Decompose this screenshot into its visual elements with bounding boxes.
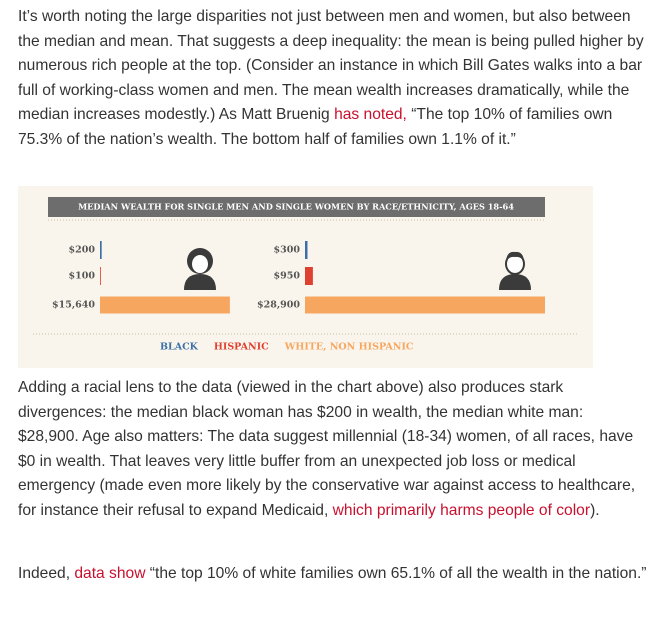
text: Indeed, — [18, 565, 75, 582]
value-label: $100 — [69, 271, 96, 282]
bar — [305, 267, 313, 285]
value-label: $300 — [274, 245, 301, 256]
paragraph: Indeed, data show “the top 10% of white … — [18, 562, 648, 587]
title-bar — [48, 197, 545, 217]
link[interactable]: which primarily harms people of color — [332, 501, 591, 519]
value-label: $28,900 — [257, 300, 300, 311]
bar — [305, 296, 545, 314]
text: ). — [590, 501, 600, 519]
value-label: $200 — [69, 245, 96, 256]
value-label: $950 — [274, 271, 301, 282]
paragraph: Adding a racial lens to the data (viewed… — [18, 376, 648, 523]
bar — [100, 241, 102, 259]
link[interactable]: data show — [74, 565, 146, 582]
legend-label: BLACK — [160, 342, 199, 353]
text: It’s worth noting the large disparities … — [18, 8, 644, 123]
text: “the top 10% of white families own 65.1%… — [145, 565, 647, 582]
man-icon — [499, 251, 531, 290]
bar — [305, 241, 308, 259]
value-label: $15,640 — [52, 300, 95, 311]
legend-label: HISPANIC — [214, 342, 269, 353]
bar — [100, 296, 230, 314]
link[interactable]: has noted, — [334, 106, 407, 123]
text: “The top 10% of families own 75.3% of th… — [18, 106, 613, 148]
bar — [100, 267, 101, 285]
text: Adding a racial lens to the data (viewed… — [18, 379, 636, 519]
chart-title: MEDIAN WEALTH FOR SINGLE MEN AND SINGLE … — [78, 202, 514, 212]
woman-icon — [184, 248, 216, 290]
legend-label: WHITE, NON HISPANIC — [284, 342, 414, 353]
paragraph: It’s worth noting the large disparities … — [18, 5, 648, 152]
infographic: MEDIAN WEALTH FOR SINGLE MEN AND SINGLE … — [18, 186, 593, 368]
